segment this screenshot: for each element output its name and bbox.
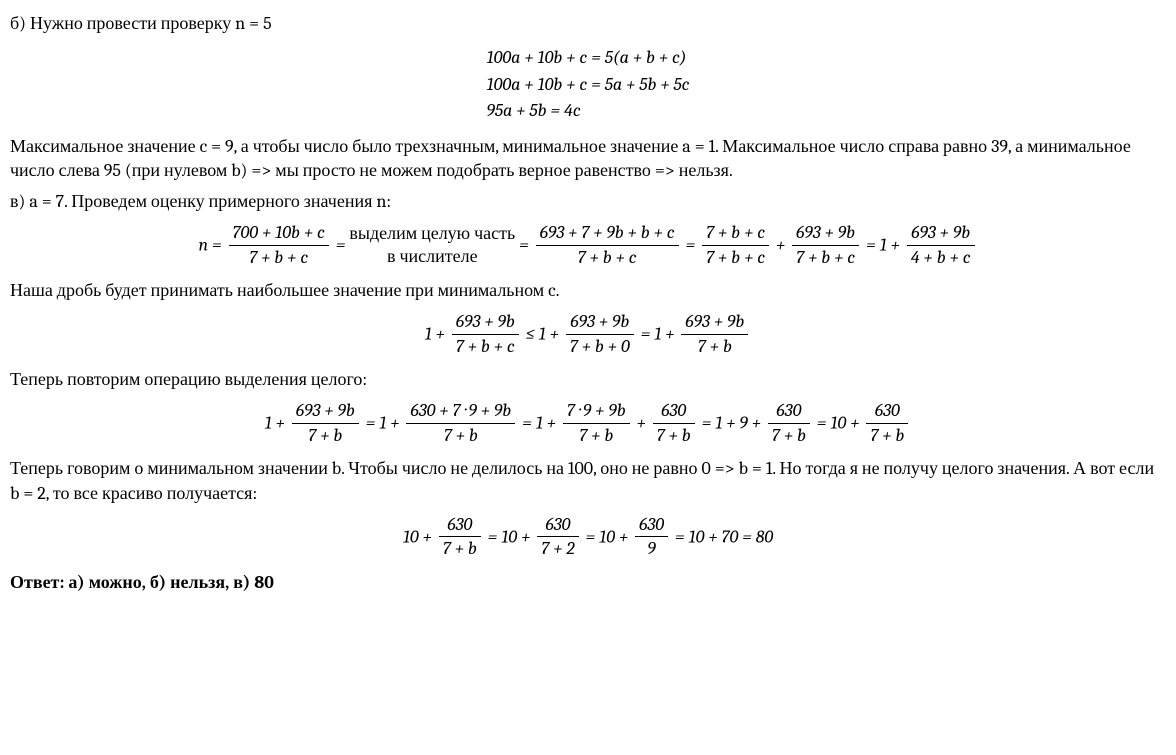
frac-3: 7 + b + c 7 + b + c xyxy=(702,222,769,269)
ineq-f2-den: 7 + b + 0 xyxy=(566,335,634,358)
d2-f2-den: 7 + b xyxy=(406,424,515,447)
part-c-min-b: Теперь говорим о минимальном значении b.… xyxy=(10,457,1166,506)
d2-eq3: = 1 + 9 + xyxy=(702,413,761,434)
d2-f4-den: 7 + b xyxy=(653,424,695,447)
eq-sign-1: = xyxy=(336,234,346,255)
ineq-frac-2: 693 + 9b 7 + b + 0 xyxy=(566,311,634,358)
d3-f2-num: 630 xyxy=(537,514,578,538)
d2-frac-3: 7 · 9 + 9b 7 + b xyxy=(563,400,630,447)
frac-2-den: 7 + b + c xyxy=(536,246,679,269)
d3-eq1: = 10 + xyxy=(488,526,531,547)
d2-f6-den: 7 + b xyxy=(866,424,908,447)
eq-b-2: 100a + 10b + c = 5a + 5b + 5c xyxy=(486,73,689,97)
d3-f1-num: 630 xyxy=(439,514,481,538)
d2-eq2: = 1 + xyxy=(522,413,556,434)
part-b-intro: б) Нужно провести проверку n = 5 xyxy=(10,12,1166,36)
d2-f5-num: 630 xyxy=(768,400,810,424)
d2-frac-1: 693 + 9b 7 + b xyxy=(292,400,359,447)
frac-1: 700 + 10b + c 7 + b + c xyxy=(229,222,329,269)
d2-eq1: = 1 + xyxy=(366,413,400,434)
d2-f4-num: 630 xyxy=(653,400,695,424)
d3-tail: = 10 + 70 = 80 xyxy=(675,526,773,547)
ineq-f1-den: 7 + b + c xyxy=(452,335,519,358)
d2-f3-num: 7 · 9 + 9b xyxy=(563,400,630,424)
d2-f1-den: 7 + b xyxy=(292,424,359,447)
part-c-repeat: Теперь повторим операцию выделения целог… xyxy=(10,368,1166,392)
ineq-f2-num: 693 + 9b xyxy=(566,311,634,335)
note-bot: в числителе xyxy=(349,246,515,269)
d2-frac-2: 630 + 7 · 9 + 9b 7 + b xyxy=(406,400,515,447)
eq-sign-3: = xyxy=(686,234,696,255)
d3-frac-3: 630 9 xyxy=(635,514,668,561)
frac-5-den: 4 + b + c xyxy=(907,246,975,269)
frac-4-den: 7 + b + c xyxy=(792,246,859,269)
d2-frac-4: 630 7 + b xyxy=(653,400,695,447)
frac-3-num: 7 + b + c xyxy=(702,222,769,246)
eq-b-1: 100a + 10b + c = 5(a + b + c) xyxy=(486,46,689,70)
frac-5-num: 693 + 9b xyxy=(907,222,975,246)
d2-frac-5: 630 7 + b xyxy=(768,400,810,447)
d3-eq2: = 10 + xyxy=(586,526,629,547)
d3-frac-1: 630 7 + b xyxy=(439,514,481,561)
eq-1plus: = 1 + xyxy=(866,234,900,255)
frac-2: 693 + 7 + 9b + b + c 7 + b + c xyxy=(536,222,679,269)
plus-3: + xyxy=(776,234,785,255)
final-answer: Ответ: а) можно, б) нельзя, в) 80 xyxy=(10,571,1166,595)
d3-f2-den: 7 + 2 xyxy=(537,537,578,560)
d3-pre1: 10 + xyxy=(403,526,432,547)
part-c-final: 10 + 630 7 + b = 10 + 630 7 + 2 = 10 + 6… xyxy=(10,514,1166,561)
ineq-op: ≤ 1 + xyxy=(526,324,559,345)
d2-frac-6: 630 7 + b xyxy=(866,400,908,447)
ineq-pre1: 1 + xyxy=(425,324,445,345)
ineq-eq2: = 1 + xyxy=(641,324,675,345)
d2-pre1: 1 + xyxy=(265,413,285,434)
part-b-explain: Максимальное значение c = 9, а чтобы чис… xyxy=(10,135,1166,184)
d3-f3-num: 630 xyxy=(635,514,668,538)
ineq-f3-num: 693 + 9b xyxy=(681,311,748,335)
ineq-f1-num: 693 + 9b xyxy=(452,311,519,335)
eq-sign-2: = xyxy=(519,234,529,255)
part-c-intro: в) a = 7. Проведем оценку примерного зна… xyxy=(10,190,1166,214)
ineq-f3-den: 7 + b xyxy=(681,335,748,358)
d2-plus3: + xyxy=(637,413,646,434)
d2-f2-num: 630 + 7 · 9 + 9b xyxy=(406,400,515,424)
d3-frac-2: 630 7 + 2 xyxy=(537,514,578,561)
d3-f3-den: 9 xyxy=(635,537,668,560)
ineq-frac-1: 693 + 9b 7 + b + c xyxy=(452,311,519,358)
frac-4: 693 + 9b 7 + b + c xyxy=(792,222,859,269)
note-stack: выделим целую часть в числителе xyxy=(349,223,515,268)
d3-f1-den: 7 + b xyxy=(439,537,481,560)
d2-f6-num: 630 xyxy=(866,400,908,424)
part-b-equations: 100a + 10b + c = 5(a + b + c) 100a + 10b… xyxy=(10,44,1166,125)
note-top: выделим целую часть xyxy=(349,223,515,246)
part-c-derivation-2: 1 + 693 + 9b 7 + b = 1 + 630 + 7 · 9 + 9… xyxy=(10,400,1166,447)
d2-f1-num: 693 + 9b xyxy=(292,400,359,424)
part-c-inequality: 1 + 693 + 9b 7 + b + c ≤ 1 + 693 + 9b 7 … xyxy=(10,311,1166,358)
ineq-frac-3: 693 + 9b 7 + b xyxy=(681,311,748,358)
eq-b-3: 95a + 5b = 4c xyxy=(486,99,689,123)
part-c-derivation-1: n = 700 + 10b + c 7 + b + c = выделим це… xyxy=(10,222,1166,269)
d2-f3-den: 7 + b xyxy=(563,424,630,447)
d2-f5-den: 7 + b xyxy=(768,424,810,447)
d2-eq4: = 10 + xyxy=(817,413,860,434)
frac-3-den: 7 + b + c xyxy=(702,246,769,269)
frac-2-num: 693 + 7 + 9b + b + c xyxy=(536,222,679,246)
frac-1-den: 7 + b + c xyxy=(229,246,329,269)
frac-1-num: 700 + 10b + c xyxy=(229,222,329,246)
derivation1-lhs: n = xyxy=(198,234,221,255)
part-c-after-line1: Наша дробь будет принимать наибольшее зн… xyxy=(10,279,1166,303)
frac-4-num: 693 + 9b xyxy=(792,222,859,246)
frac-5: 693 + 9b 4 + b + c xyxy=(907,222,975,269)
